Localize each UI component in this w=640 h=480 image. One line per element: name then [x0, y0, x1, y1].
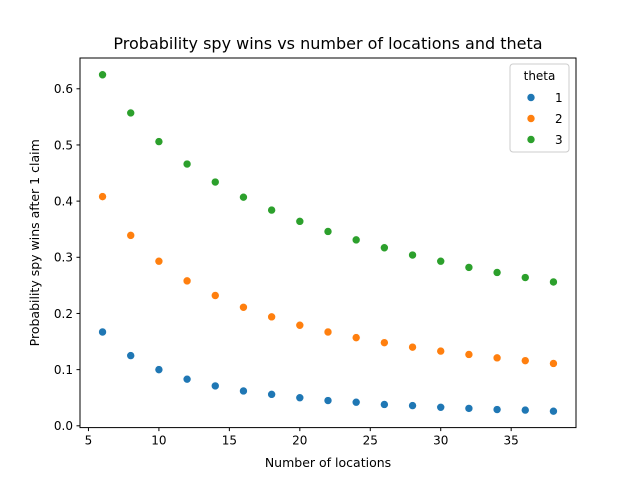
legend-frame [509, 63, 570, 153]
data-point [549, 277, 558, 287]
data-point [323, 396, 333, 405]
data-point [520, 273, 530, 282]
data-point [408, 401, 417, 410]
x-tick-label: 10 [151, 434, 166, 448]
data-point [267, 205, 276, 215]
data-point [210, 381, 220, 391]
data-point [323, 227, 333, 236]
data-point [464, 350, 474, 359]
legend-marker [526, 135, 536, 144]
x-tick-label: 30 [433, 434, 448, 448]
data-point [351, 333, 361, 342]
data-point [436, 256, 446, 266]
y-tick-label: 0.3 [54, 251, 73, 265]
x-tick-label: 15 [222, 434, 237, 448]
data-point [267, 312, 276, 322]
data-point [436, 402, 446, 412]
data-point [126, 351, 136, 360]
x-tick-label: 5 [85, 434, 93, 448]
data-point [323, 327, 333, 337]
data-point [210, 291, 220, 300]
data-point [520, 405, 530, 415]
x-axis-label: Number of locations [265, 455, 391, 470]
data-point [239, 192, 248, 202]
data-point [98, 70, 107, 80]
legend-entry-label: 3 [555, 133, 563, 147]
data-point [98, 192, 107, 201]
legend-entry-label: 2 [555, 112, 563, 126]
data-point [182, 374, 192, 384]
x-tick-label: 25 [363, 434, 378, 448]
y-axis-label: Probability spy wins after 1 claim [27, 139, 42, 346]
data-point [492, 268, 502, 277]
data-point [267, 390, 276, 399]
data-point [182, 276, 192, 286]
data-point [182, 159, 192, 169]
data-point [154, 137, 164, 146]
plot-area [79, 57, 577, 429]
data-point [351, 397, 361, 407]
y-tick-label: 0.2 [54, 307, 73, 321]
x-tick-label: 20 [292, 434, 307, 448]
data-point [126, 108, 136, 118]
data-point [492, 353, 502, 363]
legend-title: theta [524, 69, 556, 83]
legend-entry-label: 1 [555, 91, 563, 105]
data-point [380, 243, 389, 253]
y-tick-label: 0.5 [54, 138, 73, 152]
data-point [239, 386, 248, 396]
y-tick-label: 0.0 [54, 419, 73, 433]
legend-marker [526, 114, 536, 123]
data-point [154, 365, 164, 374]
series-3 [98, 70, 558, 287]
chart-title: Probability spy wins vs number of locati… [113, 34, 542, 53]
legend-marker [526, 93, 536, 102]
data-point [549, 359, 558, 368]
y-tick-label: 0.6 [54, 82, 73, 96]
data-point [351, 235, 361, 245]
y-tick-label: 0.1 [54, 363, 73, 377]
data-point [408, 342, 417, 352]
data-point [154, 256, 164, 266]
data-point [408, 250, 417, 260]
data-point [295, 320, 305, 330]
data-point [239, 302, 248, 312]
data-point [436, 346, 446, 356]
x-tick-label: 35 [504, 434, 519, 448]
data-point [98, 327, 107, 337]
series-1 [98, 327, 558, 416]
y-tick-label: 0.4 [54, 194, 73, 208]
data-point [380, 400, 389, 409]
data-point [295, 217, 305, 226]
data-point [464, 263, 474, 272]
data-point [464, 404, 474, 413]
data-point [380, 338, 389, 347]
series-2 [98, 192, 558, 368]
data-point [549, 406, 558, 416]
data-point [520, 356, 530, 365]
legend: theta 1 2 3 [509, 63, 570, 153]
data-point [210, 177, 220, 187]
data-point [295, 393, 305, 403]
data-point [492, 405, 502, 414]
data-point [126, 231, 136, 240]
